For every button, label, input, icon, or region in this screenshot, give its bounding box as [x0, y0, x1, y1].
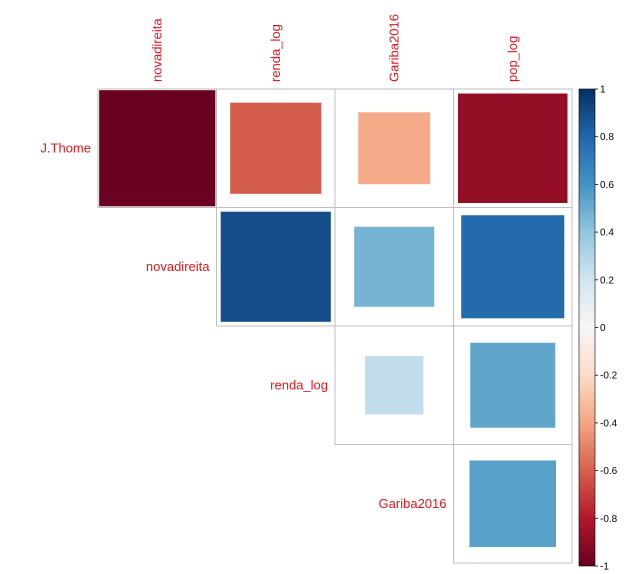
corr-square-renda-log-gariba2016	[365, 356, 424, 415]
col-label-pop-log: pop_log	[505, 36, 520, 82]
corr-square-j-thome-renda-log	[230, 102, 322, 194]
colorbar-tick-label: -0.2	[600, 371, 618, 382]
corr-square-j-thome-pop-log	[458, 93, 568, 203]
col-label-renda-log: renda_log	[268, 24, 283, 82]
row-label-gariba2016: Gariba2016	[379, 496, 447, 511]
colorbar-tick-label: 0.6	[600, 180, 614, 191]
colorbar-tick-label: 1	[600, 85, 606, 96]
corr-square-renda-log-pop-log	[470, 342, 556, 428]
colorbar-tick-label: -0.4	[600, 418, 618, 429]
colorbar-tick-label: -0.8	[600, 514, 618, 525]
corr-square-j-thome-novadireita	[99, 90, 216, 207]
corr-square-novadireita-renda-log	[220, 211, 331, 322]
colorbar: 1 0.8 0.6 0.4 0.2 0 -0.2 -0.4 -0.6 -0.8 -1	[578, 85, 618, 573]
corr-square-novadireita-gariba2016	[354, 226, 435, 307]
colorbar-tick-label: -1	[600, 562, 609, 573]
cell-layer	[99, 90, 568, 548]
colorbar-tick-label: 0	[600, 323, 606, 334]
row-label-novadireita: novadireita	[146, 259, 210, 274]
corr-square-novadireita-pop-log	[461, 215, 565, 319]
colorbar-tick-label: 0.2	[600, 275, 614, 286]
row-label-j-thome: J.Thome	[40, 140, 91, 155]
colorbar-tick-label: -0.6	[600, 466, 618, 477]
row-label-renda-log: renda_log	[270, 377, 328, 392]
col-label-novadireita: novadireita	[149, 18, 164, 82]
colorbar-tick-label: 0.8	[600, 132, 614, 143]
corr-square-gariba2016-pop-log	[469, 460, 557, 548]
corr-square-j-thome-gariba2016	[358, 112, 431, 185]
colorbar-tick-label: 0.4	[600, 228, 614, 239]
label-layer: novadireita renda_log Gariba2016 pop_log J.T…	[40, 14, 519, 511]
col-label-gariba2016: Gariba2016	[386, 14, 401, 82]
colorbar-gradient	[578, 88, 596, 567]
